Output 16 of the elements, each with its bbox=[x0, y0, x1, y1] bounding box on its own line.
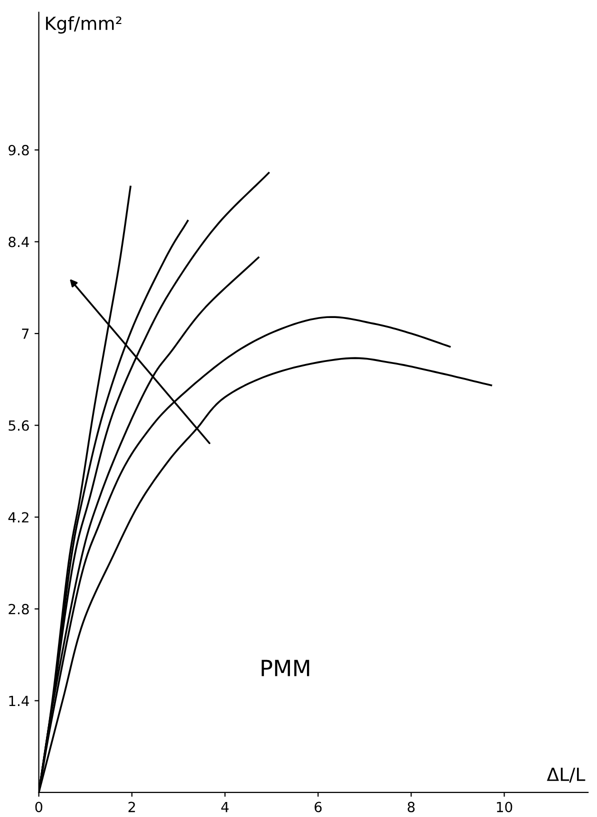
x-tick-label: 0 bbox=[35, 802, 42, 812]
y-tick-label: 2.8 bbox=[8, 604, 29, 614]
y-tick-label: 4.2 bbox=[8, 512, 28, 522]
y-axis-title: Kgf/mm² bbox=[46, 16, 122, 34]
x-tick-label: 4 bbox=[221, 802, 229, 812]
x-tick-label: 10 bbox=[496, 802, 512, 812]
y-tick-label: 8.4 bbox=[8, 236, 29, 248]
y-tick-label: 5.6 bbox=[8, 420, 29, 431]
x-tick-label: 2 bbox=[128, 802, 135, 812]
y-tick-label: 1.4 bbox=[9, 696, 29, 706]
x-tick-label: 8 bbox=[408, 802, 415, 812]
x-axis-title: ΔL/L bbox=[546, 768, 586, 783]
x-tick-label: 6 bbox=[314, 802, 322, 812]
y-tick-label: 7 bbox=[22, 328, 29, 339]
y-tick-label: 9.8 bbox=[8, 144, 29, 156]
annotation: PMM bbox=[262, 660, 310, 676]
